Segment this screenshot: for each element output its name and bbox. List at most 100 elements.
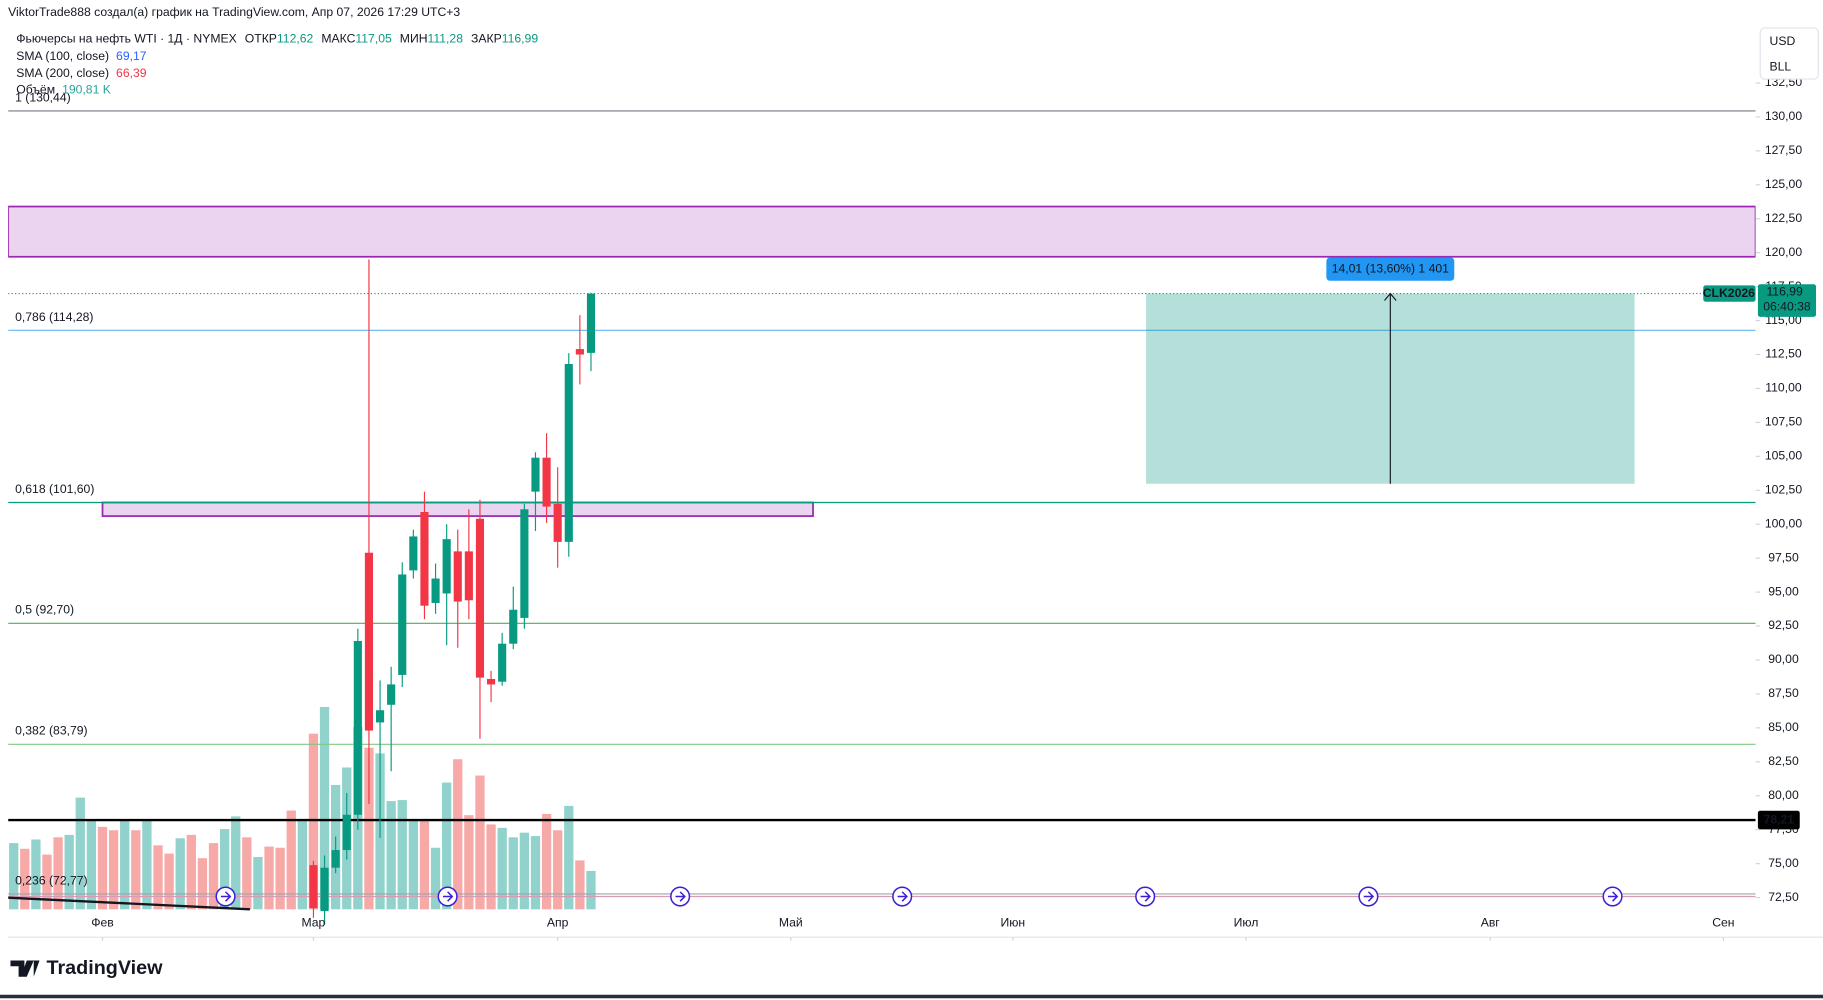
x-tick-label: Июн xyxy=(1001,915,1026,929)
ohlc-label: МАКС xyxy=(321,32,355,46)
volume-bar xyxy=(553,830,563,910)
candle-body xyxy=(364,552,374,731)
last-price-label: 116,99 xyxy=(1766,285,1803,299)
volume-bar xyxy=(519,832,530,910)
x-tick-label: Май xyxy=(779,915,803,929)
event-arrow xyxy=(442,891,454,902)
y-tick-label: 122,50 xyxy=(1765,211,1802,225)
indicator-name: Объём xyxy=(16,83,55,97)
candle-body xyxy=(509,609,518,644)
x-tick-label: Фев xyxy=(91,915,114,929)
candle-body xyxy=(431,578,440,603)
y-tick-label: 125,00 xyxy=(1765,177,1802,191)
volume-bar xyxy=(164,853,174,910)
y-tick-label: 92,50 xyxy=(1768,618,1799,632)
volume-bar xyxy=(53,837,63,910)
event-icon xyxy=(1135,886,1156,907)
symbol: Фьючерсы на нефть WTI · 1Д · NYMEX xyxy=(16,32,236,46)
volume-bar xyxy=(286,810,296,910)
y-tick-label: 80,00 xyxy=(1768,788,1799,802)
x-tick-label: Июл xyxy=(1234,915,1259,929)
volume-bar xyxy=(42,854,52,910)
plot-area: 1 (130,44) 0,786 (114,28) 0,618 (101,60) 0,… xyxy=(8,90,1756,925)
candle-body xyxy=(342,814,351,851)
position-label-box xyxy=(1326,257,1455,281)
x-tick-label: Мар xyxy=(302,915,326,929)
event-arrow xyxy=(897,891,908,902)
volume-bar xyxy=(175,838,185,910)
volume-bar xyxy=(586,870,596,910)
volume-bar xyxy=(364,747,374,910)
volume-bar xyxy=(397,800,407,910)
candle-body xyxy=(309,865,318,909)
candle-body xyxy=(575,349,584,355)
candle-body xyxy=(453,551,462,602)
indicator-legend: SMA (200, close) 66,39 xyxy=(16,66,147,80)
volume-bar xyxy=(64,834,74,910)
symbol-box xyxy=(1703,285,1756,302)
candle-body xyxy=(420,512,429,606)
volume-bar xyxy=(564,805,574,910)
y-tick-label: 72,50 xyxy=(1768,890,1799,904)
ohlc-label: ЗАКР xyxy=(471,32,502,46)
volume-bar xyxy=(275,847,285,910)
candle-body xyxy=(475,518,485,678)
volume-bar xyxy=(419,819,430,910)
volume-bar xyxy=(486,824,496,910)
last-price-box xyxy=(1757,284,1817,317)
event-arrow xyxy=(1363,891,1375,902)
candle-body xyxy=(531,457,540,492)
volume-bar xyxy=(186,834,196,910)
volume-bar xyxy=(508,837,518,910)
currency-label: BLL xyxy=(1770,60,1792,74)
y-tick-label: 127,50 xyxy=(1765,143,1802,157)
fib-label: 0,236 (72,77) xyxy=(15,873,88,887)
volume-bar xyxy=(430,847,441,910)
hline-axis-box xyxy=(1757,810,1800,830)
volume-bar xyxy=(308,733,319,910)
volume-bar xyxy=(153,845,163,910)
volume-bar xyxy=(242,837,252,910)
candle-body xyxy=(375,710,385,723)
legend-symbol: Фьючерсы на нефть WTI · 1Д · NYMEX ОТКР 1… xyxy=(16,32,538,46)
candle-body xyxy=(486,678,496,685)
candle-body xyxy=(520,509,529,618)
candle-body xyxy=(553,503,562,542)
footer-logo: TradingView xyxy=(10,957,163,979)
currency-box xyxy=(1759,27,1819,80)
ohlc-value: 116,99 xyxy=(502,32,539,46)
trend-line xyxy=(8,896,251,911)
indicator-value: 190,81 K xyxy=(62,83,111,97)
volume-bar xyxy=(20,848,30,910)
volume-bar xyxy=(442,782,452,910)
position-label: 14,01 (13,60%) 1 401 xyxy=(1332,261,1449,275)
y-tick-label: 85,00 xyxy=(1768,720,1799,734)
countdown: 06:40:38 xyxy=(1763,300,1811,314)
volume-bar xyxy=(9,843,19,910)
candle-body xyxy=(586,293,596,353)
volume-bar xyxy=(453,759,463,910)
event-arrow xyxy=(1140,891,1151,902)
volume-bar xyxy=(131,830,141,910)
y-tick-label: 90,00 xyxy=(1768,652,1799,666)
ohlc-label: ОТКР xyxy=(245,32,277,46)
volume-bar xyxy=(464,815,474,910)
fib-label: 0,786 (114,28) xyxy=(15,310,93,324)
volume-bar xyxy=(208,843,219,910)
volume-bar xyxy=(231,816,241,910)
candle-body xyxy=(320,867,329,912)
indicator-name: SMA (100, close) xyxy=(16,49,109,63)
event-arrow xyxy=(1607,891,1619,902)
volume-bar xyxy=(75,797,85,910)
candle-body xyxy=(331,850,340,868)
y-tick-label: 112,50 xyxy=(1765,347,1802,361)
event-arrow xyxy=(675,891,686,902)
x-tick-label: Авг xyxy=(1481,915,1501,929)
volume-bar xyxy=(386,801,396,910)
zone xyxy=(101,501,814,517)
fib-label: 1 (130,44) xyxy=(15,90,71,104)
x-tick-label: Апр xyxy=(547,915,569,929)
y-tick-label: 107,50 xyxy=(1765,415,1802,429)
volume-bar xyxy=(120,819,130,910)
y-tick-label: 110,00 xyxy=(1765,381,1802,395)
